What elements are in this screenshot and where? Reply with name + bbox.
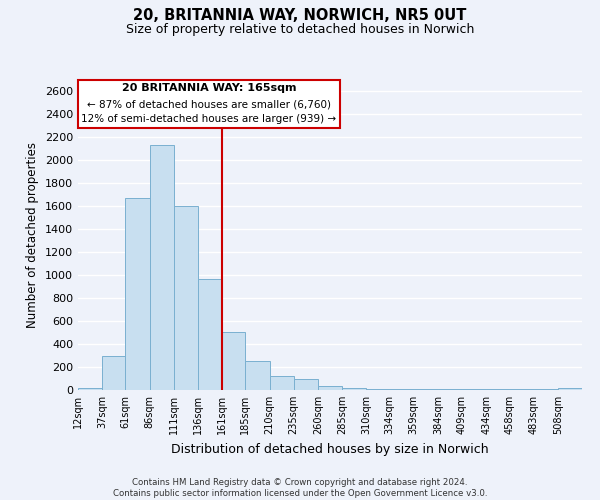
Bar	[318, 386, 342, 390]
FancyBboxPatch shape	[78, 80, 340, 128]
Text: 20, BRITANNIA WAY, NORWICH, NR5 0UT: 20, BRITANNIA WAY, NORWICH, NR5 0UT	[133, 8, 467, 22]
Text: ← 87% of detached houses are smaller (6,760): ← 87% of detached houses are smaller (6,…	[87, 99, 331, 109]
Bar	[342, 388, 366, 390]
Text: 20 BRITANNIA WAY: 165sqm: 20 BRITANNIA WAY: 165sqm	[122, 83, 296, 93]
X-axis label: Distribution of detached houses by size in Norwich: Distribution of detached houses by size …	[171, 442, 489, 456]
Text: 12% of semi-detached houses are larger (939) →: 12% of semi-detached houses are larger (…	[82, 114, 337, 124]
Bar	[198, 279, 222, 390]
Bar	[174, 206, 198, 390]
Y-axis label: Number of detached properties: Number of detached properties	[26, 142, 40, 328]
Bar	[78, 388, 102, 390]
Bar	[222, 332, 245, 390]
Bar	[558, 388, 582, 390]
Bar	[269, 376, 294, 390]
Text: Size of property relative to detached houses in Norwich: Size of property relative to detached ho…	[126, 22, 474, 36]
Bar	[149, 146, 174, 390]
Bar	[125, 198, 149, 390]
Bar	[102, 356, 125, 390]
Bar	[245, 362, 269, 390]
Bar	[294, 379, 318, 390]
Text: Contains HM Land Registry data © Crown copyright and database right 2024.
Contai: Contains HM Land Registry data © Crown c…	[113, 478, 487, 498]
